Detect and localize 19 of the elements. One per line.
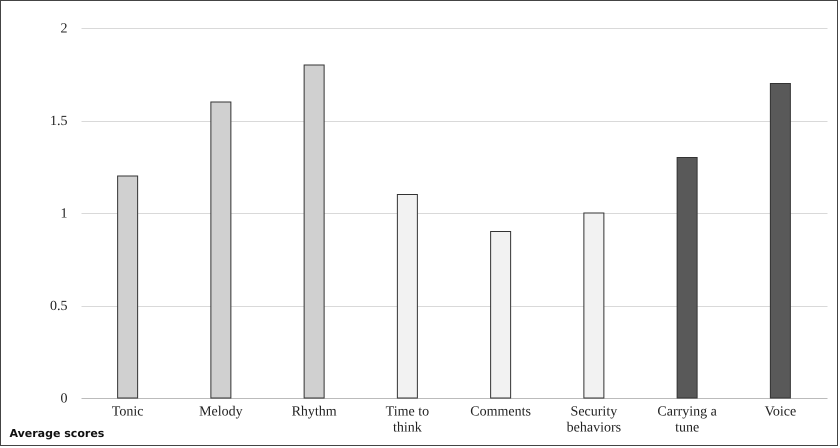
y-tick-label: 2 [60, 22, 68, 36]
x-tick-label: Rhythm [292, 404, 337, 420]
bar [490, 231, 512, 398]
bar [676, 157, 698, 398]
x-tick-label: Tonic [112, 404, 144, 420]
y-tick-label: 1.5 [50, 114, 68, 129]
bar [396, 194, 418, 398]
x-tick-label: Time to think [386, 404, 430, 436]
x-tick-label: Voice [764, 404, 796, 420]
x-tick-label: Carrying a tune [657, 404, 718, 436]
bar [770, 83, 791, 398]
y-tick-label: 0 [60, 392, 68, 406]
x-tick-label: Security behaviors [566, 404, 622, 436]
y-tick-label: 1 [60, 206, 68, 222]
x-tick-label: Melody [199, 404, 243, 420]
x-tick-label: Comments [470, 404, 531, 420]
text: Average scores [10, 427, 105, 440]
y-tick-label: 0.5 [50, 299, 68, 314]
bar [583, 212, 604, 398]
